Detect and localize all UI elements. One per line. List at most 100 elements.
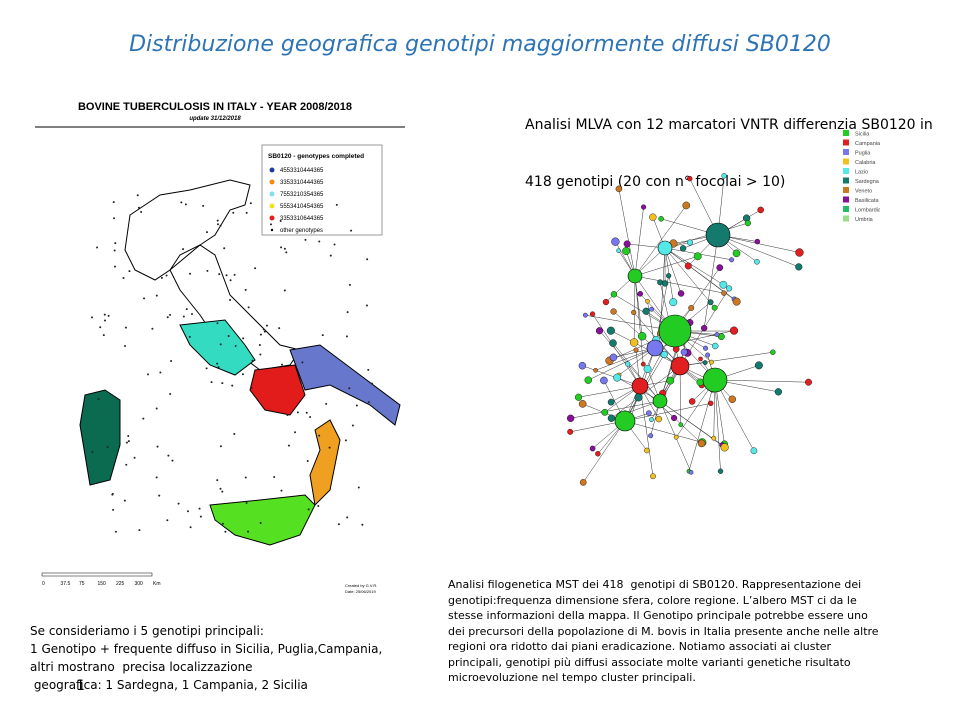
map-dot bbox=[189, 272, 192, 275]
node bbox=[634, 393, 643, 402]
edge bbox=[634, 275, 643, 337]
map-dot bbox=[113, 265, 116, 268]
map-dot bbox=[262, 328, 265, 331]
map-dot bbox=[283, 247, 286, 250]
map-dot bbox=[202, 204, 205, 207]
text-line: altri mostrano precisa localizzazione bbox=[30, 660, 253, 674]
map-dot bbox=[280, 363, 283, 366]
node bbox=[623, 240, 631, 248]
node bbox=[613, 373, 622, 382]
node bbox=[688, 470, 694, 475]
map-dot bbox=[269, 223, 272, 226]
map-dot bbox=[180, 201, 183, 204]
map-dot bbox=[189, 526, 192, 529]
map-dot bbox=[155, 294, 158, 297]
node bbox=[711, 304, 718, 311]
node bbox=[610, 291, 618, 298]
node bbox=[582, 312, 588, 318]
map-dot bbox=[167, 454, 170, 457]
legend-swatch bbox=[843, 196, 849, 203]
node bbox=[684, 262, 692, 270]
map-dot bbox=[351, 424, 354, 427]
map-dot bbox=[333, 243, 336, 246]
node bbox=[637, 291, 643, 297]
node bbox=[566, 414, 575, 422]
map-dot bbox=[367, 401, 370, 404]
map-dot bbox=[280, 489, 283, 492]
map-dot bbox=[366, 304, 369, 307]
scale-bar bbox=[41, 572, 153, 577]
map-dot bbox=[125, 441, 128, 444]
node bbox=[579, 479, 587, 486]
node bbox=[726, 285, 733, 292]
legend-swatch bbox=[843, 177, 849, 184]
node bbox=[609, 353, 618, 362]
node bbox=[607, 398, 615, 406]
node bbox=[696, 378, 704, 386]
map-dot bbox=[166, 519, 169, 522]
map-dot bbox=[170, 360, 173, 363]
legend-label: 3353310644365 bbox=[280, 216, 324, 222]
node bbox=[721, 290, 727, 296]
legend-label: other genotypes bbox=[280, 228, 323, 234]
node bbox=[658, 216, 664, 222]
map-dot bbox=[158, 494, 161, 497]
legend-dot bbox=[269, 215, 275, 221]
text-line: geografica: 1 Sardegna, 1 Campania, 2 Si… bbox=[30, 678, 308, 692]
text-line: Se consideriamo i 5 genotipi principali: bbox=[30, 624, 264, 638]
hub-node bbox=[657, 240, 673, 256]
map-dot bbox=[231, 384, 234, 387]
text-line: stesse informazioni della mappa. Il Geno… bbox=[448, 609, 868, 622]
legend-swatch bbox=[843, 149, 849, 155]
node bbox=[625, 361, 631, 367]
text-line: microevoluzione nel tempo cluster princi… bbox=[448, 671, 696, 684]
edge bbox=[634, 205, 687, 277]
map-dot bbox=[244, 288, 247, 291]
heading-line: 418 genotipi (20 con n° focolai > 10) bbox=[525, 174, 786, 190]
map-dot bbox=[344, 439, 347, 442]
lazio bbox=[179, 319, 256, 376]
map-dot bbox=[366, 258, 369, 261]
map-dot bbox=[136, 194, 139, 197]
map-dot bbox=[345, 335, 348, 338]
map-dot bbox=[128, 270, 131, 273]
scale-label: 150 bbox=[98, 581, 107, 587]
legend-box: SB0120 - genotypes completed bbox=[261, 144, 383, 236]
map-dot bbox=[165, 274, 168, 277]
map-dot bbox=[218, 273, 221, 276]
slide-title: Distribuzione geografica genotipi maggio… bbox=[129, 32, 831, 57]
edge bbox=[714, 379, 755, 451]
node bbox=[649, 306, 654, 312]
map-dot bbox=[217, 366, 220, 369]
node bbox=[754, 258, 760, 265]
edge bbox=[570, 400, 661, 419]
map-dot bbox=[97, 398, 100, 401]
node bbox=[720, 443, 729, 452]
edge bbox=[634, 275, 644, 365]
edge bbox=[679, 365, 682, 425]
map-dot bbox=[123, 499, 126, 502]
map-dot bbox=[159, 371, 162, 374]
legend-swatch bbox=[843, 168, 849, 174]
map-dot bbox=[348, 387, 351, 390]
map-dot bbox=[103, 313, 106, 316]
text-line: dei precursori della popolazione di M. b… bbox=[448, 624, 879, 638]
map-dot bbox=[305, 411, 308, 414]
map-dot bbox=[224, 530, 227, 533]
map-dot bbox=[138, 529, 141, 532]
map-dot bbox=[182, 248, 185, 251]
edge bbox=[624, 420, 703, 443]
map-update: update 31/12/2018 bbox=[189, 116, 241, 122]
legend-label: Lazio bbox=[855, 170, 868, 176]
hub-node bbox=[631, 377, 649, 395]
map-dot bbox=[265, 324, 268, 327]
edge bbox=[583, 420, 626, 483]
edge bbox=[618, 188, 636, 277]
edge bbox=[633, 275, 636, 343]
map-dot bbox=[251, 359, 254, 362]
legend-dot bbox=[269, 179, 275, 185]
map-dot bbox=[287, 444, 290, 447]
edge bbox=[634, 207, 644, 277]
node bbox=[711, 435, 717, 441]
map-dot bbox=[321, 334, 324, 337]
